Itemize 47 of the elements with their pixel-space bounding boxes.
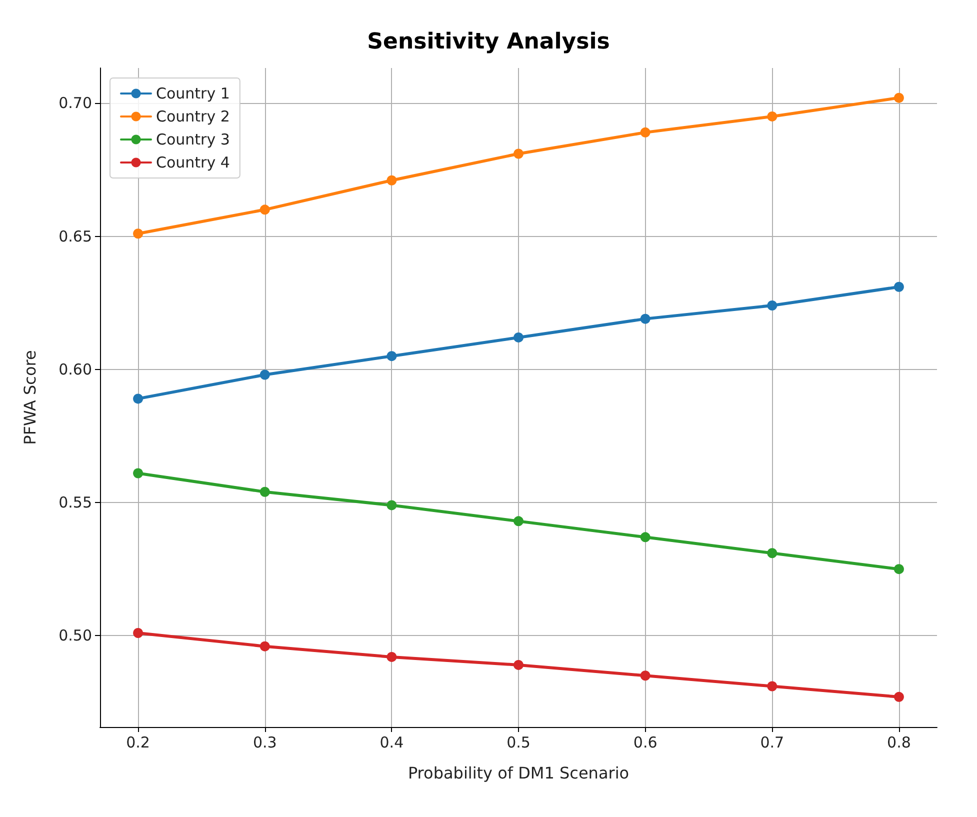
point [767,111,778,122]
point [133,628,144,638]
point [260,370,270,380]
point [640,670,650,681]
x-tick-label: 0.5 [506,734,530,752]
legend-label: Country 2 [156,108,230,126]
legend-label: Country 3 [156,130,230,148]
y-tick-label: 0.60 [58,360,92,378]
point [767,681,778,692]
x-tick-label: 0.6 [633,734,658,752]
point [133,228,144,239]
y-axis-title: PFWA Score [20,350,40,445]
chart-title: Sensitivity Analysis [367,30,610,54]
point [514,332,524,342]
point [640,127,650,138]
y-tick-label: 0.65 [58,227,92,246]
y-tick-label: 0.70 [58,94,92,112]
point [260,641,270,652]
point [767,548,778,558]
point [260,486,270,497]
point [386,652,397,662]
point [133,394,144,404]
legend-label: Country 4 [156,154,230,172]
point [514,148,524,159]
point [133,468,144,478]
x-tick-label: 0.3 [252,734,277,752]
x-tick-label: 0.7 [760,734,784,752]
x-axis-title: Probability of DM1 Scenario [408,764,630,782]
point [386,500,397,510]
point [894,282,904,292]
point [894,564,904,574]
x-tick-label: 0.4 [380,734,404,752]
point [514,660,524,670]
y-tick-label: 0.55 [58,494,92,512]
point [640,532,650,542]
point [386,351,397,362]
legend-label: Country 1 [156,84,230,102]
point [514,516,524,526]
point [260,204,270,215]
point [767,300,778,311]
y-tick-label: 0.50 [58,626,92,645]
point [894,692,904,702]
point [386,175,397,186]
point [640,314,650,324]
point [894,92,904,103]
x-tick-label: 0.2 [126,734,150,752]
x-tick-label: 0.8 [887,734,911,752]
